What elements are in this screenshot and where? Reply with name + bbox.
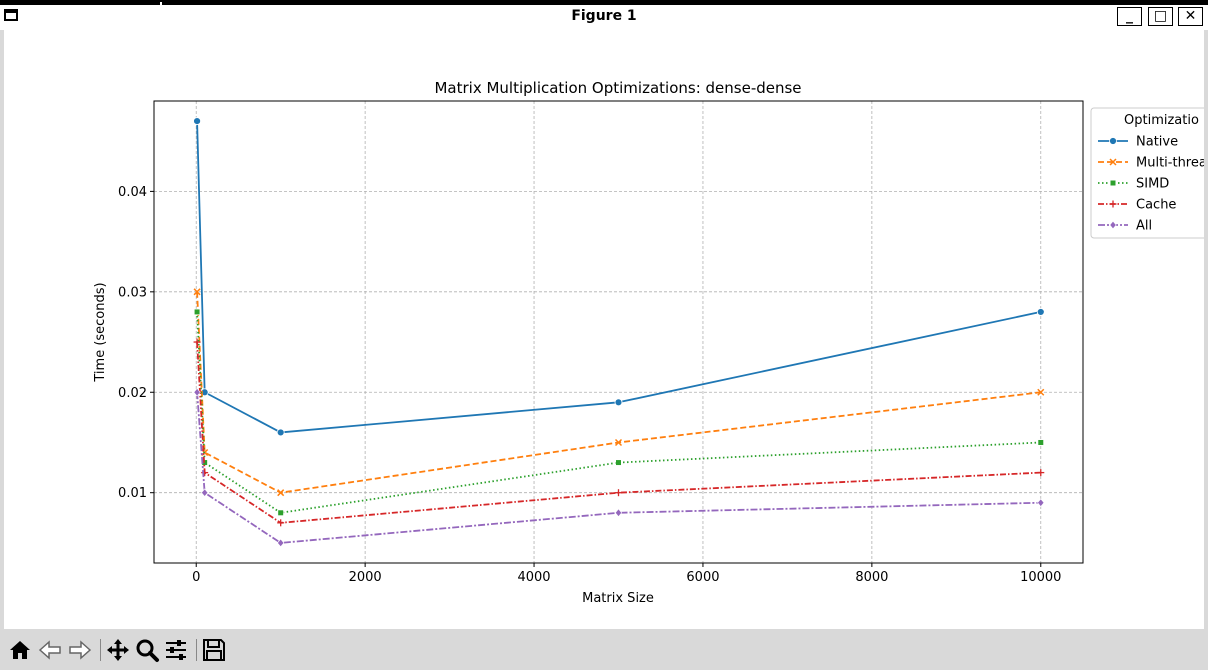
x-tick-label: 10000: [1020, 570, 1061, 585]
data-point: [193, 117, 201, 125]
close-button[interactable]: ✕: [1178, 7, 1203, 26]
y-axis-label: Time (seconds): [93, 282, 108, 382]
minimize-button[interactable]: _: [1117, 7, 1142, 26]
titlebar-decoration-right: [162, 2, 1208, 5]
data-point: [193, 288, 201, 296]
legend-label: Cache: [1136, 198, 1176, 213]
legend-marker: [1109, 179, 1117, 187]
series-line-native: [196, 121, 1041, 434]
zoom-icon[interactable]: [134, 637, 160, 663]
y-tick-label: 0.03: [118, 285, 147, 300]
home-icon[interactable]: [7, 637, 33, 663]
legend-label: Multi-threa: [1136, 156, 1204, 171]
data-point: [1037, 388, 1045, 396]
x-tick-label: 4000: [517, 570, 550, 585]
figure-canvas[interactable]: 0 2000 4000 6000 8000 10000 0.01 0.02 0.03 0.04 M…: [4, 30, 1208, 629]
x-axis-label: Matrix Size: [582, 591, 654, 606]
legend-item: Multi-threa: [1098, 156, 1207, 171]
configure-subplots-icon[interactable]: [163, 637, 189, 663]
axis-ticks: 0 2000 4000 6000 8000 10000 0.01 0.02 0.03 0.04: [118, 185, 1061, 585]
toolbar-separator: [100, 639, 101, 661]
x-tick-label: 2000: [349, 570, 382, 585]
data-point: [1037, 469, 1045, 477]
legend: Optimizatio Native Multi-threa SIMD Cache Al…: [1090, 107, 1208, 239]
window-title: Figure 1: [571, 8, 637, 24]
toolbar-separator: [196, 639, 197, 661]
data-point: [277, 509, 284, 516]
data-point: [277, 538, 285, 548]
legend-marker: [1109, 137, 1117, 145]
legend-item: Native: [1098, 135, 1178, 150]
window-titlebar: Figure 1 _ □ ✕: [0, 0, 1208, 30]
legend-marker: [1109, 158, 1117, 166]
legend-label: Native: [1136, 135, 1178, 150]
data-point: [1037, 439, 1044, 446]
x-tick-label: 8000: [855, 570, 888, 585]
data-point: [277, 519, 285, 527]
plot-frame: [153, 100, 1084, 564]
y-tick-label: 0.02: [118, 386, 147, 401]
forward-icon[interactable]: [67, 637, 93, 663]
legend-label: SIMD: [1136, 177, 1169, 192]
data-point: [193, 338, 201, 346]
data-point: [1036, 308, 1045, 316]
chart-title: Matrix Multiplication Optimizations: den…: [434, 79, 801, 97]
data-point: [193, 308, 201, 316]
y-tick-label: 0.01: [118, 486, 147, 501]
series-line-simd: [196, 311, 1041, 514]
legend-label: All: [1136, 219, 1152, 234]
legend-item: SIMD: [1098, 177, 1169, 192]
titlebar-decoration-left: [0, 2, 160, 5]
y-tick-label: 0.04: [118, 185, 147, 200]
data-point: [201, 488, 209, 497]
data-point: [615, 489, 622, 497]
maximize-button[interactable]: □: [1148, 7, 1173, 26]
legend-title: Optimizatio: [1124, 113, 1199, 128]
data-point: [277, 489, 285, 497]
data-point: [615, 459, 622, 466]
grid: [154, 101, 1083, 563]
save-icon[interactable]: [201, 637, 227, 663]
legend-marker: [1109, 220, 1117, 230]
series-layer: [193, 117, 1045, 548]
line-chart: 0 2000 4000 6000 8000 10000 0.01 0.02 0.03 0.04 M…: [93, 79, 1208, 606]
navigation-toolbar: [0, 629, 1208, 670]
legend-item: All: [1098, 219, 1152, 234]
x-tick-label: 6000: [686, 570, 719, 585]
data-point: [193, 387, 201, 397]
data-point: [276, 428, 285, 437]
data-point: [614, 508, 623, 518]
data-point: [614, 438, 623, 447]
legend-item: Cache: [1098, 198, 1176, 213]
window-menu-icon[interactable]: [4, 9, 18, 21]
data-point: [614, 398, 623, 407]
pan-icon[interactable]: [105, 637, 131, 663]
data-point: [1037, 498, 1045, 508]
series-line-all: [196, 392, 1041, 544]
legend-marker: [1109, 200, 1117, 208]
back-icon[interactable]: [37, 637, 63, 663]
x-tick-label: 0: [192, 570, 200, 585]
